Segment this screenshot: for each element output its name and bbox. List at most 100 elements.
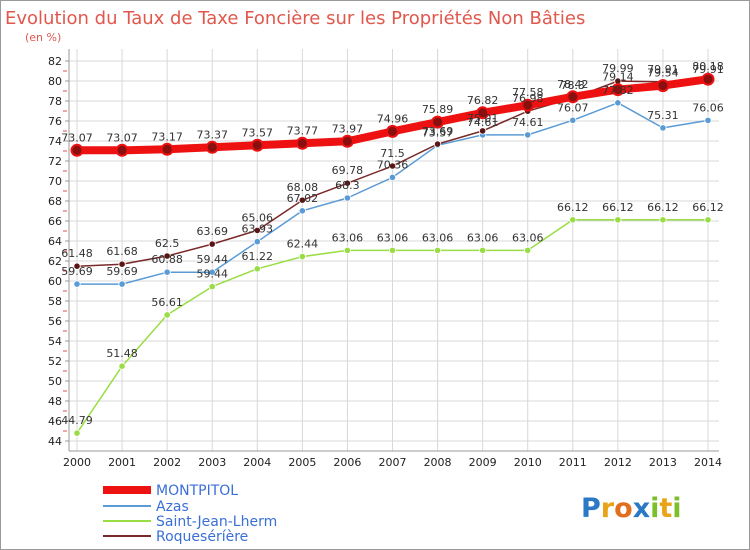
- data-label-saint-jean-lherm: 63.06: [332, 231, 364, 244]
- data-point-montpitol: [160, 142, 174, 156]
- data-point-saint-jean-lherm: [614, 216, 622, 224]
- data-point-saint-jean-lherm: [704, 216, 712, 224]
- x-tick-label: 2010: [514, 456, 542, 469]
- data-label-saint-jean-lherm: 59.44: [196, 268, 228, 281]
- data-point-montpitol: [295, 136, 309, 150]
- data-label-roqueseriere: 68.08: [287, 181, 319, 194]
- y-tick-label: 68: [48, 195, 62, 208]
- data-label-montpitol: 73.97: [332, 122, 364, 135]
- y-tick-label: 62: [48, 255, 62, 268]
- data-point-roqueseriere: [298, 196, 306, 204]
- data-point-montpitol: [701, 72, 715, 86]
- data-label-montpitol: 73.07: [106, 131, 138, 144]
- y-tick-label: 48: [48, 395, 62, 408]
- x-tick-label: 2011: [559, 456, 587, 469]
- data-label-azas: 59.44: [196, 253, 228, 266]
- data-label-azas: 75.31: [647, 109, 679, 122]
- data-label-roqueseriere: 63.69: [196, 225, 228, 238]
- data-point-azas: [253, 238, 261, 246]
- data-point-azas: [73, 280, 81, 288]
- data-point-roqueseriere: [388, 162, 397, 170]
- data-point-azas: [524, 131, 532, 139]
- data-label-roqueseriere: 79.99: [602, 62, 634, 75]
- data-point-montpitol: [250, 138, 264, 152]
- data-point-montpitol: [611, 83, 625, 97]
- unit-label: (en %): [25, 31, 61, 44]
- data-label-saint-jean-lherm: 44.79: [61, 414, 93, 427]
- y-tick-label: 78: [48, 95, 62, 108]
- legend-label-azas: Azas: [156, 499, 189, 515]
- data-label-montpitol: 73.17: [151, 130, 183, 143]
- data-point-saint-jean-lherm: [118, 362, 126, 370]
- data-label-azas: 59.69: [61, 265, 93, 278]
- data-label-azas: 76.07: [557, 101, 589, 114]
- logo-letter: r: [601, 493, 615, 524]
- y-tick-label: 54: [48, 335, 62, 348]
- data-label-saint-jean-lherm: 63.06: [377, 231, 409, 244]
- data-label-montpitol: 79.14: [602, 71, 634, 84]
- data-label-montpitol: 73.57: [242, 126, 274, 139]
- x-tick-label: 2009: [469, 456, 497, 469]
- data-point-saint-jean-lherm: [479, 246, 487, 254]
- data-point-saint-jean-lherm: [343, 246, 352, 254]
- y-tick-label: 64: [48, 235, 62, 248]
- logo-letter: o: [614, 493, 633, 524]
- y-tick-label: 58: [48, 295, 62, 308]
- logo-letter: i: [672, 493, 681, 524]
- x-tick-label: 2000: [63, 456, 91, 469]
- x-tick-label: 2006: [333, 456, 361, 469]
- data-label-roqueseriere: 69.78: [332, 164, 364, 177]
- data-label-azas: 60.88: [151, 253, 183, 266]
- legend-label-roqueseriere: Roqueséríère: [156, 529, 248, 545]
- data-point-roqueseriere: [253, 226, 261, 234]
- y-tick-label: 46: [48, 415, 62, 428]
- y-tick-label: 56: [48, 315, 62, 328]
- data-label-roqueseriere: 79.91: [692, 63, 724, 76]
- data-label-saint-jean-lherm: 66.12: [602, 201, 634, 214]
- logo-letter: x: [633, 493, 650, 524]
- data-point-azas: [704, 116, 712, 125]
- logo-letter: i: [650, 493, 659, 524]
- data-label-montpitol: 75.89: [422, 103, 454, 116]
- data-point-azas: [343, 194, 352, 202]
- data-point-roqueseriere: [343, 179, 352, 187]
- data-point-montpitol: [386, 124, 399, 138]
- data-label-montpitol: 73.07: [61, 131, 93, 144]
- chart-title: Evolution du Taux de Taxe Foncière sur l…: [5, 8, 585, 29]
- x-tick-label: 2005: [288, 456, 316, 469]
- y-tick-label: 76: [48, 115, 62, 128]
- data-label-azas: 77.82: [602, 84, 634, 97]
- data-label-azas: 70.36: [377, 158, 409, 171]
- data-label-montpitol: 76.82: [467, 94, 499, 107]
- data-point-saint-jean-lherm: [208, 282, 216, 291]
- data-point-azas: [569, 116, 577, 124]
- data-label-roqueseriere: 79.91: [647, 63, 679, 76]
- data-point-azas: [118, 280, 126, 288]
- series-layer: [70, 72, 715, 437]
- data-point-roqueseriere: [163, 252, 171, 260]
- data-point-montpitol: [205, 140, 219, 154]
- logo-letter: P: [581, 493, 601, 524]
- data-label-roqueseriere: 61.68: [106, 245, 138, 258]
- data-label-saint-jean-lherm: 62.44: [287, 238, 319, 251]
- data-label-roqueseriere: 75.01: [467, 112, 499, 125]
- data-point-montpitol: [431, 115, 445, 129]
- data-label-roqueseriere: 61.48: [61, 247, 93, 260]
- data-label-azas: 76.06: [692, 101, 724, 114]
- x-tick-label: 2007: [379, 456, 407, 469]
- data-label-azas: 74.61: [467, 116, 499, 129]
- proxiti-logo: Proxiti: [581, 493, 682, 524]
- x-tick-label: 2004: [243, 456, 271, 469]
- data-label-azas: 73.57: [422, 126, 454, 139]
- data-point-saint-jean-lherm: [73, 429, 81, 437]
- x-tick-label: 2012: [604, 456, 632, 469]
- data-point-roqueseriere: [479, 127, 487, 135]
- data-label-montpitol: 79.54: [647, 67, 679, 80]
- y-tick-label: 44: [48, 435, 62, 448]
- data-point-roqueseriere: [73, 262, 81, 270]
- data-label-roqueseriere: 78.3: [561, 79, 586, 92]
- data-point-montpitol: [476, 106, 490, 120]
- data-point-azas: [208, 268, 216, 276]
